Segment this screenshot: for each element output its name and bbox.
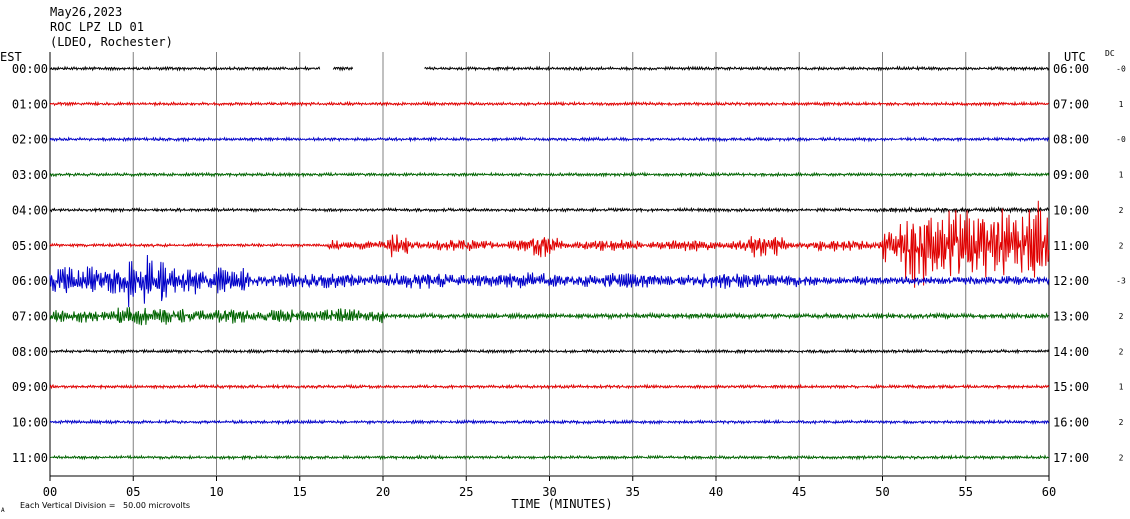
x-tick-label: 55 bbox=[959, 485, 973, 499]
scale-note: Each Vertical Division = 50.00 microvolt… bbox=[20, 501, 190, 510]
seismic-trace bbox=[49, 454, 1049, 461]
x-tick-label: 25 bbox=[459, 485, 473, 499]
dc-offset-label: 1 bbox=[1119, 100, 1124, 109]
trace-group bbox=[49, 65, 1050, 461]
dc-offset-label: 1 bbox=[1119, 171, 1124, 180]
x-axis-title: TIME (MINUTES) bbox=[511, 497, 612, 511]
header-date: May26,2023 bbox=[50, 5, 122, 19]
utc-hour-label: 14:00 bbox=[1053, 345, 1089, 359]
x-tick-label: 05 bbox=[126, 485, 140, 499]
utc-hour-labels: 06:00 07:00 08:00 09:00 10:00 11:00 12:00 13:00… bbox=[1053, 62, 1089, 465]
seismic-trace bbox=[49, 136, 1050, 143]
utc-hour-label: 16:00 bbox=[1053, 416, 1089, 430]
x-tick-label: 15 bbox=[293, 485, 307, 499]
x-tick-label: 60 bbox=[1042, 485, 1056, 499]
seismic-trace bbox=[49, 307, 1049, 326]
est-hour-label: 01:00 bbox=[12, 97, 48, 111]
utc-hour-label: 17:00 bbox=[1053, 451, 1089, 465]
seismic-trace bbox=[49, 171, 1050, 178]
est-hour-label: 04:00 bbox=[12, 203, 48, 217]
dc-offset-label: 2 bbox=[1119, 206, 1124, 215]
dc-offset-label: 2 bbox=[1119, 312, 1124, 321]
x-tick-label: 35 bbox=[626, 485, 640, 499]
x-tick-label: 50 bbox=[875, 485, 889, 499]
seismic-trace bbox=[49, 205, 1050, 214]
utc-hour-label: 12:00 bbox=[1053, 274, 1089, 288]
right-timezone-label: UTC bbox=[1064, 50, 1086, 64]
seismic-trace bbox=[49, 348, 1050, 355]
dc-offset-label: 2 bbox=[1119, 418, 1124, 427]
dc-header-label: DC bbox=[1105, 49, 1115, 58]
est-hour-label: 07:00 bbox=[12, 309, 48, 323]
utc-hour-label: 07:00 bbox=[1053, 97, 1089, 111]
dc-offset-labels: -0 1 -0 1 2 2 -3 2 2 1 2 2 bbox=[1116, 65, 1126, 463]
utc-hour-label: 06:00 bbox=[1053, 62, 1089, 76]
dc-offset-label: -3 bbox=[1116, 277, 1126, 286]
dc-offset-label: -0 bbox=[1116, 65, 1126, 74]
x-axis-ticks: 00 05 10 15 20 25 30 35 40 45 50 55 60 bbox=[43, 476, 1056, 499]
seismic-trace bbox=[49, 200, 1050, 288]
dc-offset-label: 2 bbox=[1119, 453, 1124, 462]
seismic-trace bbox=[49, 100, 1050, 108]
dc-offset-label: 1 bbox=[1119, 383, 1124, 392]
est-hour-label: 03:00 bbox=[12, 168, 48, 182]
utc-hour-label: 11:00 bbox=[1053, 239, 1089, 253]
est-hour-label: 00:00 bbox=[12, 62, 48, 76]
dc-offset-label: 2 bbox=[1119, 241, 1124, 250]
seismic-trace bbox=[49, 383, 1050, 390]
utc-hour-label: 10:00 bbox=[1053, 203, 1089, 217]
est-hour-label: 08:00 bbox=[12, 345, 48, 359]
utc-hour-label: 09:00 bbox=[1053, 168, 1089, 182]
header-network: (LDEO, Rochester) bbox=[50, 35, 173, 49]
x-tick-label: 00 bbox=[43, 485, 57, 499]
left-timezone-label: EST bbox=[0, 50, 22, 64]
est-hour-label: 11:00 bbox=[12, 451, 48, 465]
seismic-trace bbox=[49, 65, 1050, 72]
est-hour-labels: 00:00 01:00 02:00 03:00 04:00 05:00 06:00 07:00… bbox=[12, 62, 48, 465]
dc-offset-label: -0 bbox=[1116, 135, 1126, 144]
est-hour-label: 06:00 bbox=[12, 274, 48, 288]
est-hour-label: 02:00 bbox=[12, 133, 48, 147]
dc-offset-label: 2 bbox=[1119, 347, 1124, 356]
seismic-trace bbox=[49, 254, 1050, 308]
est-hour-label: 09:00 bbox=[12, 380, 48, 394]
est-hour-label: 10:00 bbox=[12, 416, 48, 430]
header-station: ROC LPZ LD 01 bbox=[50, 20, 144, 34]
x-tick-label: 45 bbox=[792, 485, 806, 499]
x-tick-label: 10 bbox=[209, 485, 223, 499]
utc-hour-label: 13:00 bbox=[1053, 309, 1089, 323]
seismic-trace bbox=[49, 418, 1050, 426]
est-hour-label: 05:00 bbox=[12, 239, 48, 253]
utc-hour-label: 08:00 bbox=[1053, 133, 1089, 147]
scale-mark-icon: A bbox=[1, 507, 5, 514]
utc-hour-label: 15:00 bbox=[1053, 380, 1089, 394]
x-tick-label: 40 bbox=[709, 485, 723, 499]
grid-lines bbox=[132, 52, 967, 476]
x-tick-label: 30 bbox=[542, 485, 556, 499]
x-tick-label: 20 bbox=[376, 485, 390, 499]
